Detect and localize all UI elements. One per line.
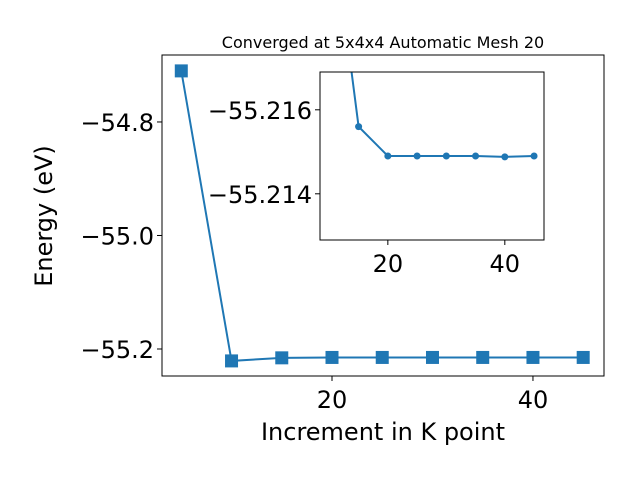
marker bbox=[325, 350, 339, 364]
y-tick-label: −55.0 bbox=[80, 222, 154, 250]
y-tick-label: −55.2 bbox=[80, 336, 154, 364]
marker bbox=[442, 152, 450, 160]
series-line bbox=[350, 72, 535, 158]
axes-frame bbox=[161, 54, 605, 377]
marker bbox=[476, 350, 490, 364]
x-tick-label: 40 bbox=[518, 386, 549, 414]
marker bbox=[384, 152, 392, 160]
x-axis-label: Increment in K point bbox=[261, 418, 505, 446]
axes-frame bbox=[319, 71, 545, 241]
marker bbox=[501, 153, 509, 161]
marker bbox=[413, 152, 421, 160]
chart-title: Converged at 5x4x4 Automatic Mesh 20 bbox=[222, 33, 544, 52]
marker bbox=[425, 350, 439, 364]
y-tick-label: −54.8 bbox=[80, 109, 154, 137]
marker bbox=[225, 354, 239, 368]
marker bbox=[472, 152, 480, 160]
x-tick-label: 20 bbox=[317, 386, 348, 414]
y-tick-label: −55.214 bbox=[208, 181, 312, 209]
marker bbox=[174, 64, 188, 78]
y-axis-label: Energy (eV) bbox=[30, 145, 58, 287]
marker bbox=[576, 350, 590, 364]
marker bbox=[530, 152, 538, 160]
marker bbox=[275, 351, 289, 365]
plot-content bbox=[174, 64, 590, 368]
marker bbox=[526, 350, 540, 364]
x-tick-label: 20 bbox=[373, 250, 404, 278]
plot-content bbox=[350, 72, 538, 161]
marker bbox=[375, 350, 389, 364]
y-tick-label: −55.216 bbox=[208, 97, 312, 125]
x-tick-label: 40 bbox=[490, 250, 521, 278]
marker bbox=[355, 123, 363, 131]
